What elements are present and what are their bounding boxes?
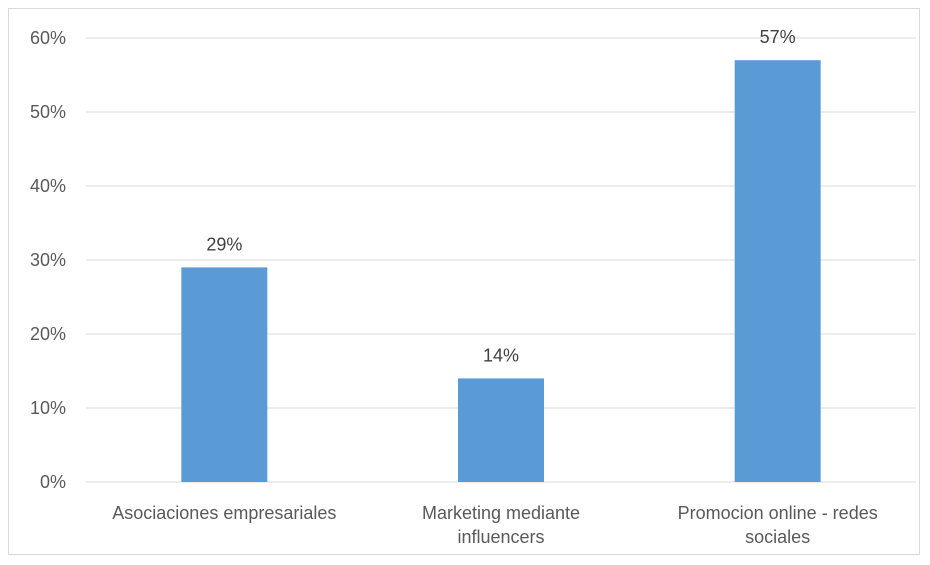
category-label: Promocion online - redes [678,503,878,523]
data-label: 57% [760,27,796,47]
category-label: sociales [745,527,810,547]
y-tick-label: 20% [30,324,66,344]
category-label: Asociaciones empresariales [112,503,336,523]
y-tick-label: 60% [30,28,66,48]
category-label: influencers [457,527,544,547]
data-label: 14% [483,345,519,365]
bar [458,378,544,482]
y-tick-label: 50% [30,102,66,122]
data-label: 29% [206,234,242,254]
bar [735,60,821,482]
y-tick-label: 30% [30,250,66,270]
y-tick-label: 0% [40,472,66,492]
y-tick-label: 10% [30,398,66,418]
y-tick-label: 40% [30,176,66,196]
bar [181,267,267,482]
category-label: Marketing mediante [422,503,580,523]
